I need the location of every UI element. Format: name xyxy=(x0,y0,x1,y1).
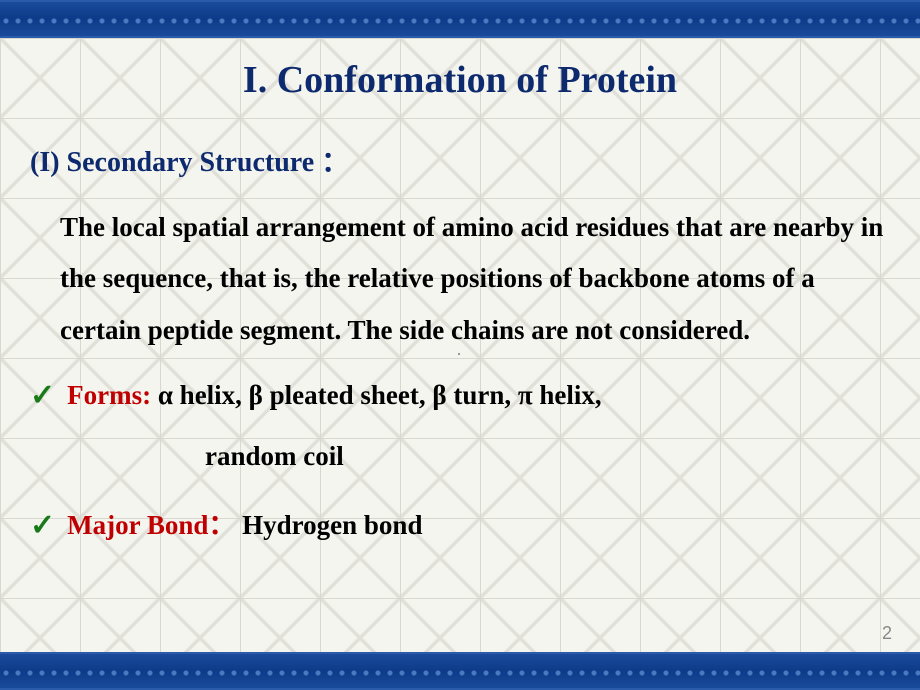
bullet-content: Major Bond： Hydrogen bond xyxy=(67,500,422,551)
decorative-top-border xyxy=(0,0,920,38)
slide-content: I. Conformation of Protein (I) Secondary… xyxy=(0,38,920,652)
bullet-forms-continuation: random coil xyxy=(205,431,890,482)
bullet-label: Major Bond： xyxy=(67,510,235,540)
bullet-forms: ✓ Forms: α helix, β pleated sheet, β tur… xyxy=(30,370,890,421)
body-paragraph: The local spatial arrangement of amino a… xyxy=(60,202,890,356)
bullet-text: Hydrogen bond xyxy=(235,510,422,540)
check-icon: ✓ xyxy=(30,500,55,551)
bullet-text: α helix, β pleated sheet, β turn, π heli… xyxy=(151,380,602,410)
check-icon: ✓ xyxy=(30,370,55,421)
bullet-major-bond: ✓ Major Bond： Hydrogen bond xyxy=(30,500,890,551)
page-number: 2 xyxy=(882,623,892,644)
bullet-content: Forms: α helix, β pleated sheet, β turn,… xyxy=(67,370,602,421)
bullet-label: Forms: xyxy=(67,380,151,410)
center-dot-marker: · xyxy=(456,344,462,365)
slide-title: I. Conformation of Protein xyxy=(30,58,890,102)
decorative-bottom-border xyxy=(0,652,920,690)
section-subheading: (I) Secondary Structure ： xyxy=(30,140,890,180)
